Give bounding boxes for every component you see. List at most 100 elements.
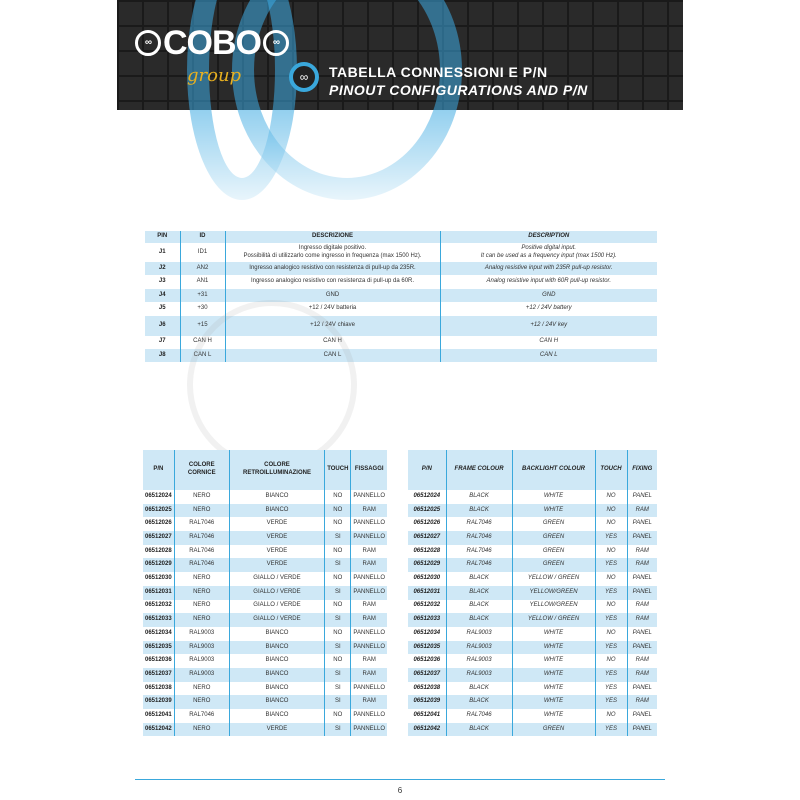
logo-subtext: group — [187, 65, 242, 86]
table-cell: WHITE — [511, 695, 596, 709]
table-cell: YELLOW / GREEN — [511, 572, 596, 586]
table-cell: PANNELLO — [350, 585, 387, 600]
table-cell: BIANCO — [228, 709, 325, 723]
table-row: J1 ID1 Ingresso digitale positivo. Possibi… — [145, 243, 657, 262]
table-cell: 06512033 — [145, 616, 172, 623]
table-cell: 06512030 — [145, 575, 172, 582]
table-cell: VERDE — [228, 517, 325, 532]
table-cell: BLACK — [445, 503, 513, 518]
table-cell: RAL9003 — [173, 640, 230, 655]
table-row: 06512025 BLACK WHITE NO RAM — [408, 503, 657, 518]
table-cell: VERDE — [228, 531, 325, 545]
table-cell: RAM — [350, 695, 387, 709]
table-row: 06512038 NERO BIANCO SI PANNELLO — [143, 681, 387, 696]
table-cell: GIALLO / VERDE — [228, 599, 325, 614]
table-cell: RAM — [350, 613, 387, 627]
table-cell: +30 — [179, 302, 225, 316]
table-cell: 06512028 — [413, 547, 441, 554]
table-cell: Ingresso analogico resistivo con resiste… — [224, 275, 440, 289]
table-cell: RAL9003 — [173, 654, 230, 668]
table-cell: +12 / 24V chiave — [224, 315, 440, 336]
table-cell: PANNELLO — [350, 490, 387, 504]
table-cell: NERO — [173, 503, 230, 518]
table-row: 06512024 BLACK WHITE NO PANEL — [408, 490, 657, 504]
table-cell: SI — [324, 667, 351, 682]
table-cell: 06512030 — [413, 575, 441, 582]
table-cell: SI — [324, 558, 351, 573]
table-cell: +31 — [179, 288, 225, 303]
table-cell: PANNELLO — [350, 640, 387, 655]
table-cell: NO — [324, 709, 351, 723]
column-header: FIXING — [626, 450, 657, 490]
table-cell: PANEL — [626, 626, 657, 641]
table-cell: NO — [594, 599, 628, 614]
table-cell: 06512037 — [145, 670, 172, 677]
table-cell: +12 / 24V battery — [439, 302, 657, 316]
table-cell: RAL7046 — [173, 544, 230, 559]
part-number-table-italian: P/N COLORE CORNICE COLORE RETROILLUMINAZIO… — [143, 450, 387, 737]
header-row: PIN ID DESCRIZIONE DESCRIPTION — [145, 231, 657, 243]
table-cell: PANEL — [626, 722, 657, 737]
table-cell: CAN H — [179, 335, 225, 349]
table-cell: RAM — [626, 654, 657, 668]
table-cell: CAN H — [439, 335, 657, 349]
table-cell: VERDE — [228, 558, 325, 573]
table-row: J6 +15 +12 / 24V chiave +12 / 24V key — [145, 315, 657, 336]
table-cell: NO — [324, 490, 351, 504]
table-cell: PANNELLO — [350, 681, 387, 696]
table-cell: NERO — [173, 585, 230, 600]
table-cell: 06512029 — [413, 561, 441, 568]
table-cell: 06512025 — [413, 506, 441, 513]
column-header: FRAME COLOUR — [445, 450, 513, 490]
table-cell: NERO — [173, 599, 230, 614]
table-row: 06512042 NERO VERDE SI PANNELLO — [143, 722, 387, 737]
table-cell: NO — [594, 626, 628, 641]
header-row: P/N FRAME COLOUR BACKLIGHT COLOUR TOUCH FIXI… — [408, 450, 657, 490]
table-row: 06512028 RAL7046 VERDE NO RAM — [143, 544, 387, 559]
table-row: 06512039 NERO BIANCO SI RAM — [143, 695, 387, 709]
table-cell: PANNELLO — [350, 531, 387, 545]
table-cell: NO — [594, 503, 628, 518]
table-cell: RAL7046 — [173, 558, 230, 573]
table-row: J3 AN1 Ingresso analogico resistivo con re… — [145, 275, 657, 289]
table-cell: YES — [594, 558, 628, 573]
table-cell: YELLOW/GREEN — [511, 585, 596, 600]
table-cell: PANEL — [626, 681, 657, 696]
table-cell: BIANCO — [228, 681, 325, 696]
table-cell: NO — [594, 572, 628, 586]
page-number: 6 — [397, 786, 403, 795]
table-cell: YES — [594, 681, 628, 696]
table-cell: SI — [324, 640, 351, 655]
table-cell: SI — [324, 722, 351, 737]
table-row: 06512032 BLACK YELLOW/GREEN NO RAM — [408, 599, 657, 614]
table-row: 06512029 RAL7046 VERDE SI RAM — [143, 558, 387, 573]
table-cell: RAM — [350, 544, 387, 559]
table-cell: NO — [324, 572, 351, 586]
table-cell: NO — [324, 544, 351, 559]
column-header: BACKLIGHT COLOUR — [511, 450, 596, 490]
table-cell: PANNELLO — [350, 626, 387, 641]
table-cell: BIANCO — [228, 640, 325, 655]
table-cell: BLACK — [445, 572, 513, 586]
table-cell: 06512032 — [413, 602, 441, 609]
logo-rings-icon: ∞ — [263, 30, 289, 56]
table-cell: 06512036 — [145, 657, 172, 664]
table-cell: NERO — [173, 695, 230, 709]
table-cell: 06512035 — [413, 643, 441, 650]
table-row: 06512034 RAL9003 WHITE NO PANEL — [408, 626, 657, 641]
table-cell: 06512033 — [413, 616, 441, 623]
footer-divider — [135, 779, 665, 780]
table-cell: RAM — [350, 503, 387, 518]
table-cell: 06512041 — [145, 711, 172, 718]
table-cell: BLACK — [445, 681, 513, 696]
table-row: 06512039 BLACK WHITE YES RAM — [408, 695, 657, 709]
table-cell: NERO — [173, 490, 230, 504]
table-row: J5 +30 +12 / 24V batteria +12 / 24V battery — [145, 302, 657, 316]
table-cell: RAL9003 — [445, 640, 513, 655]
table-cell: 06512024 — [413, 492, 441, 499]
table-cell: YES — [594, 531, 628, 545]
document-page: ∞ COBO ∞ group ∞ TABELLA CONNESSIONI E P… — [117, 0, 683, 800]
table-cell: RAL9003 — [445, 654, 513, 668]
table-row: 06512030 NERO GIALLO / VERDE NO PANNELLO — [143, 572, 387, 586]
table-cell: J8 — [158, 351, 166, 358]
